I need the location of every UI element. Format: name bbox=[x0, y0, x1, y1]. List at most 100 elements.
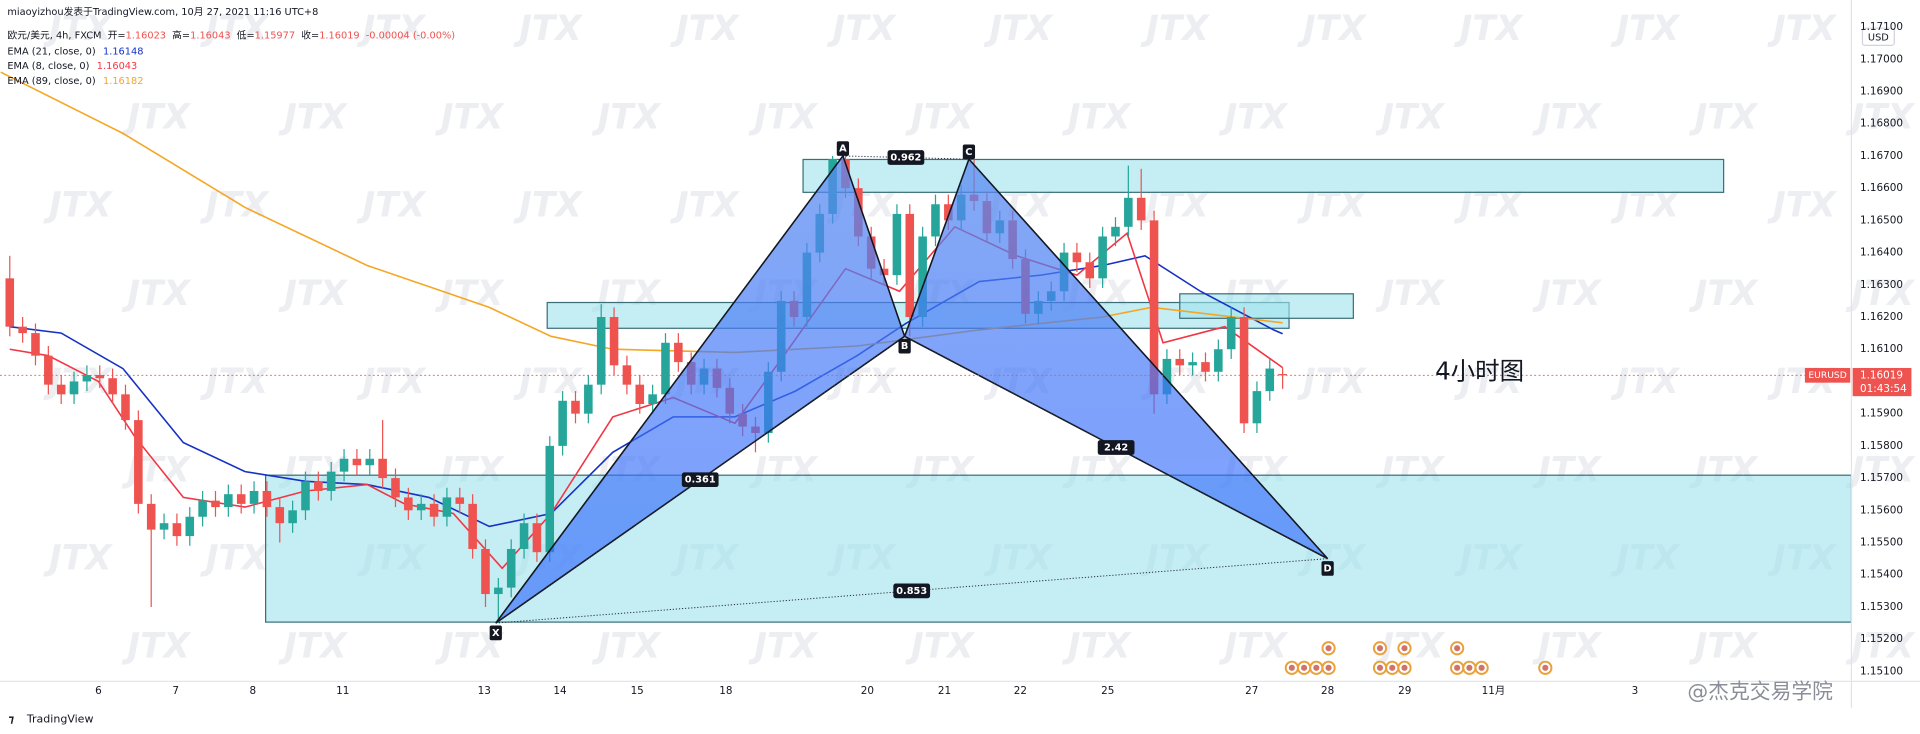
point-label: B bbox=[901, 341, 908, 352]
point-label: X bbox=[492, 628, 500, 639]
watermark: JTX bbox=[1767, 186, 1837, 226]
ratio-label: 0.962 bbox=[890, 153, 921, 164]
event-flag bbox=[1288, 664, 1295, 671]
legend-name: EMA (89, close, 0) bbox=[7, 76, 95, 87]
event-flag bbox=[1301, 664, 1308, 671]
brand: TradingView bbox=[26, 712, 94, 725]
watermark: JTX bbox=[1610, 362, 1680, 402]
candle-body bbox=[481, 548, 490, 595]
candle-body bbox=[558, 400, 567, 446]
watermark: JTX bbox=[905, 97, 975, 137]
ohlc-value: 1.15977 bbox=[255, 31, 295, 42]
event-flag bbox=[1454, 645, 1461, 652]
candle-body bbox=[429, 503, 439, 517]
candle-body bbox=[172, 523, 182, 537]
watermark: JTX bbox=[827, 9, 897, 49]
ratio-box bbox=[887, 150, 925, 165]
candle-body bbox=[236, 494, 246, 504]
candle-body bbox=[44, 355, 53, 385]
zone bbox=[265, 474, 1853, 623]
candle-body bbox=[404, 497, 413, 511]
watermark: JTX bbox=[1610, 9, 1680, 49]
candle-body bbox=[918, 236, 927, 318]
y-tick-label: 1.16700 bbox=[1860, 150, 1903, 162]
credit: @杰克交易学院 bbox=[1687, 679, 1833, 703]
watermark: JTX bbox=[1689, 97, 1759, 137]
watermark: JTX bbox=[1454, 9, 1524, 49]
x-tick-label: 11月 bbox=[1482, 685, 1506, 697]
candle-body bbox=[249, 490, 259, 504]
candle-body bbox=[185, 516, 195, 537]
candle-body bbox=[1278, 374, 1287, 376]
candle-body bbox=[275, 507, 285, 524]
watermark: JTX bbox=[200, 186, 270, 226]
x-tick-label: 22 bbox=[1014, 685, 1027, 697]
candle-body bbox=[198, 500, 207, 517]
candle-body bbox=[31, 333, 40, 356]
candle-body bbox=[82, 374, 92, 382]
ohlc-value: 1.16019 bbox=[319, 31, 359, 42]
legend-name: EMA (8, close, 0) bbox=[7, 61, 89, 72]
event-icons bbox=[1284, 641, 1553, 675]
candle-body bbox=[326, 471, 336, 491]
ohlc-label: 高= bbox=[172, 29, 190, 42]
watermark: JTX bbox=[278, 274, 348, 314]
y-tick-label: 1.15800 bbox=[1860, 440, 1903, 452]
point-box bbox=[836, 141, 850, 156]
y-tick-label: 1.17000 bbox=[1860, 53, 1903, 65]
candle-body bbox=[1098, 236, 1107, 279]
y-tick-label: 1.17100 bbox=[1860, 21, 1903, 33]
x-tick-label: 27 bbox=[1245, 685, 1258, 697]
countdown: 01:43:54 bbox=[1860, 383, 1907, 395]
watermark: JTX bbox=[513, 362, 583, 402]
candle-body bbox=[1111, 226, 1120, 237]
ohlc-value: 1.16023 bbox=[126, 31, 166, 42]
footer: ⁊ TradingView @杰克交易学院 bbox=[9, 679, 1834, 725]
event-flag bbox=[1401, 664, 1408, 671]
x-tick-label: 11 bbox=[336, 685, 349, 697]
x-tick-label: 15 bbox=[631, 685, 644, 697]
candle-body bbox=[442, 497, 452, 517]
candle-body bbox=[108, 378, 117, 395]
ratio-label: 0.361 bbox=[685, 475, 716, 486]
watermark: JTX bbox=[1845, 274, 1915, 314]
candle-body bbox=[1175, 358, 1185, 366]
price-tag-box bbox=[1852, 367, 1912, 397]
ohlc-line: 欧元/美元, 4h, FXCM 开=1.16023 高=1.16043 低=1.159… bbox=[7, 29, 455, 42]
watermark: JTX bbox=[43, 9, 113, 49]
candle-body bbox=[1136, 197, 1146, 221]
watermark: JTX bbox=[278, 97, 348, 137]
watermark: JTX bbox=[200, 538, 270, 578]
annotation: 4小时图 bbox=[1435, 357, 1524, 386]
candle-body bbox=[262, 490, 272, 508]
watermark: JTX bbox=[513, 186, 583, 226]
ohlc-value: 1.16043 bbox=[190, 31, 230, 42]
candle-body bbox=[146, 503, 156, 530]
currency-box bbox=[1861, 27, 1895, 46]
x-tick-label: 14 bbox=[553, 685, 567, 697]
watermark: JTX bbox=[1297, 362, 1367, 402]
harmonic-pattern: 0.361 0.962 2.42 0.853 X A B C D bbox=[489, 141, 1334, 641]
axes: USD 1.15100 1.15200 1.15300 1.15400 1.15500 1… bbox=[0, 0, 1920, 709]
event-flag bbox=[1325, 645, 1332, 652]
legend-value: 1.16043 bbox=[97, 61, 137, 72]
y-tick-label: 1.15300 bbox=[1860, 601, 1903, 613]
watermark: JTX bbox=[1375, 274, 1445, 314]
candle-body bbox=[224, 494, 233, 508]
watermark: JTX bbox=[1689, 627, 1759, 667]
candle-body bbox=[391, 478, 400, 498]
x-tick-label: 28 bbox=[1321, 685, 1334, 697]
x-tick-label: 3 bbox=[1632, 685, 1639, 697]
candle-body bbox=[596, 317, 606, 385]
header: miaoyizhou发表于TradingView.com, 10月 27, 20… bbox=[7, 5, 455, 87]
symbol-tag: EURUSD bbox=[1808, 370, 1846, 381]
candle-body bbox=[18, 326, 27, 334]
watermark: JTX bbox=[1218, 97, 1288, 137]
ratio-box bbox=[1097, 440, 1135, 455]
candle-body bbox=[905, 213, 915, 318]
watermark: JTX bbox=[670, 9, 740, 49]
legend-entry: EMA (89, close, 0) 1.16182 bbox=[7, 76, 143, 87]
